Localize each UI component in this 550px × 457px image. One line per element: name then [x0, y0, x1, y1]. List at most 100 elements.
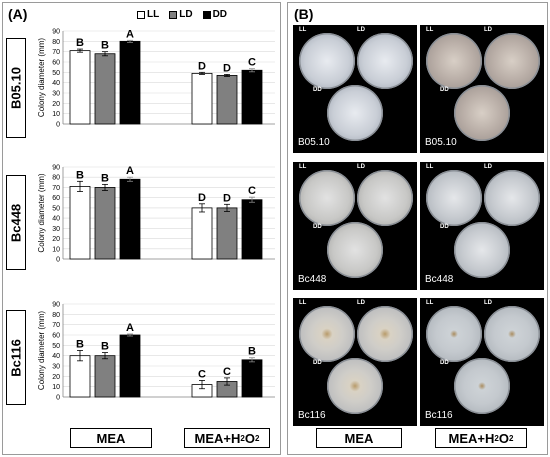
bar-B05.10-DD-0 [119, 40, 141, 125]
photo-0-0: LL LD DD B05.10 [293, 25, 417, 153]
panel-b-frame [287, 2, 548, 455]
sub2b-a: 2 [255, 433, 260, 443]
bar-B05.10-LD-0 [94, 53, 116, 125]
y-tick-label-0-50: 50 [52, 70, 60, 77]
bar-Bc116-LD-0 [94, 355, 116, 398]
bar-B05.10-LL-0 [69, 50, 91, 125]
legend-swatch-ld [169, 10, 178, 19]
legend-swatch-ll [137, 10, 145, 19]
y-axis-title-0: Colony diameter (mm) [37, 38, 46, 117]
petri-plate-2-0-0 [299, 306, 355, 362]
sub2-b: 2 [494, 433, 499, 443]
legend: LL LD DD [137, 9, 227, 20]
panel-b-label: (B) [294, 6, 314, 22]
legend-label-ll: LL [147, 9, 160, 20]
photo-1-1: LL LD DD Bc448 [420, 162, 544, 290]
significance-letter-B05.10-DD-0: A [126, 28, 134, 40]
petri-plate-0-1-1 [484, 33, 540, 89]
petri-plate-1-1-2 [454, 222, 510, 278]
bottom-label-mea-b: MEA [316, 428, 402, 448]
bar-Bc116-LL-0 [69, 355, 91, 398]
bar-Bc448-DD-0 [119, 178, 141, 260]
photo-caption-2-0: Bc116 [298, 410, 326, 421]
plate-label-2-1-1: LD [484, 300, 492, 306]
significance-letter-Bc448-DD-1: C [248, 185, 256, 197]
plate-label-1-1-0: LL [426, 164, 434, 170]
significance-letter-Bc116-LL-0: B [76, 339, 84, 351]
petri-plate-2-0-2 [327, 358, 383, 414]
plate-label-1-1-1: LD [484, 164, 492, 170]
bottom-label-mea-h2o2-b: MEA+H 2 O 2 [435, 428, 527, 448]
petri-plate-0-0-2 [327, 85, 383, 141]
photo-caption-0-0: B05.10 [298, 137, 330, 148]
plate-label-2-1-0: LL [426, 300, 434, 306]
petri-plate-0-1-2 [454, 85, 510, 141]
photo-0-1: LL LD DD B05.10 [420, 25, 544, 153]
petri-plate-0-0-0 [299, 33, 355, 89]
plate-label-2-0-1: LD [357, 300, 365, 306]
mea-h-text-a: MEA+H [194, 430, 241, 446]
petri-plate-1-0-0 [299, 170, 355, 226]
y-tick-label-0-20: 20 [52, 101, 60, 108]
y-tick-label-0-60: 60 [52, 60, 60, 67]
bar-Bc116-DD-1 [241, 359, 263, 398]
legend-item-ld: LD [169, 9, 193, 20]
petri-plate-2-1-0 [426, 306, 482, 362]
y-tick-label-0-10: 10 [52, 111, 60, 118]
bar-B05.10-LL-1 [191, 72, 213, 125]
bar-Bc448-LD-0 [94, 187, 116, 260]
sub2b-b: 2 [509, 433, 514, 443]
y-tick-label-1-60: 60 [52, 195, 60, 202]
bar-Bc448-LL-1 [191, 207, 213, 260]
y-tick-label-2-80: 80 [52, 312, 60, 319]
y-tick-label-0-40: 40 [52, 80, 60, 87]
bar-Bc116-DD-0 [119, 334, 141, 398]
bottom-label-mea-h2o2-a: MEA+H 2 O 2 [184, 428, 270, 448]
y-tick-label-0-30: 30 [52, 91, 60, 98]
plate-label-2-1-2: DD [440, 360, 449, 366]
significance-letter-Bc448-LD-1: D [223, 192, 231, 204]
plate-label-0-1-1: LD [484, 27, 492, 33]
y-tick-label-2-60: 60 [52, 333, 60, 340]
y-tick-label-0-90: 90 [52, 29, 60, 36]
petri-plate-2-1-1 [484, 306, 540, 362]
significance-letter-B05.10-DD-1: C [248, 57, 256, 69]
significance-letter-Bc448-LL-0: B [76, 169, 84, 181]
petri-plate-2-1-2 [454, 358, 510, 414]
bar-charts: Colony diameter (mm) 0 10 20 30 40 50 60 70 80 90 B… [37, 28, 275, 402]
y-tick-label-2-10: 10 [52, 384, 60, 391]
significance-letter-Bc116-DD-0: A [126, 322, 134, 334]
bottom-label-mea-a: MEA [70, 428, 152, 448]
plate-label-0-1-0: LL [426, 27, 434, 33]
significance-letter-Bc448-DD-0: A [126, 165, 134, 177]
strain-label-box-bc448: Bc448 [6, 175, 26, 270]
y-tick-label-1-50: 50 [52, 205, 60, 212]
y-tick-label-2-90: 90 [52, 302, 60, 309]
mea-h-text-b: MEA+H [448, 430, 495, 446]
petri-plate-1-0-2 [327, 222, 383, 278]
plate-label-0-0-2: DD [313, 87, 322, 93]
significance-letter-B05.10-LD-0: B [101, 40, 109, 52]
plate-label-0-0-1: LD [357, 27, 365, 33]
y-tick-label-1-40: 40 [52, 216, 60, 223]
panel-a-label: (A) [8, 6, 28, 22]
panel-a-frame [2, 2, 281, 455]
plate-label-1-0-2: DD [313, 224, 322, 230]
legend-label-dd: DD [212, 9, 228, 20]
plate-label-1-1-2: DD [440, 224, 449, 230]
significance-letter-Bc448-LD-0: B [101, 172, 109, 184]
photo-caption-2-1: Bc116 [425, 410, 453, 421]
y-tick-label-0-0: 0 [56, 122, 60, 129]
petri-plate-0-0-1 [357, 33, 413, 89]
significance-letter-Bc116-DD-1: B [248, 346, 256, 358]
bar-B05.10-DD-1 [241, 69, 263, 125]
photo-caption-0-1: B05.10 [425, 137, 457, 148]
plate-label-2-0-2: DD [313, 360, 322, 366]
photo-caption-1-1: Bc448 [425, 274, 454, 285]
o-text-a: O [244, 430, 255, 446]
photo-2-1: LL LD DD Bc116 [420, 298, 544, 426]
bottom-label-mea-a-text: MEA [96, 430, 126, 446]
significance-letter-B05.10-LL-0: B [76, 37, 84, 49]
bottom-label-mea-b-text: MEA [344, 430, 374, 446]
bar-Bc448-LL-0 [69, 186, 91, 260]
